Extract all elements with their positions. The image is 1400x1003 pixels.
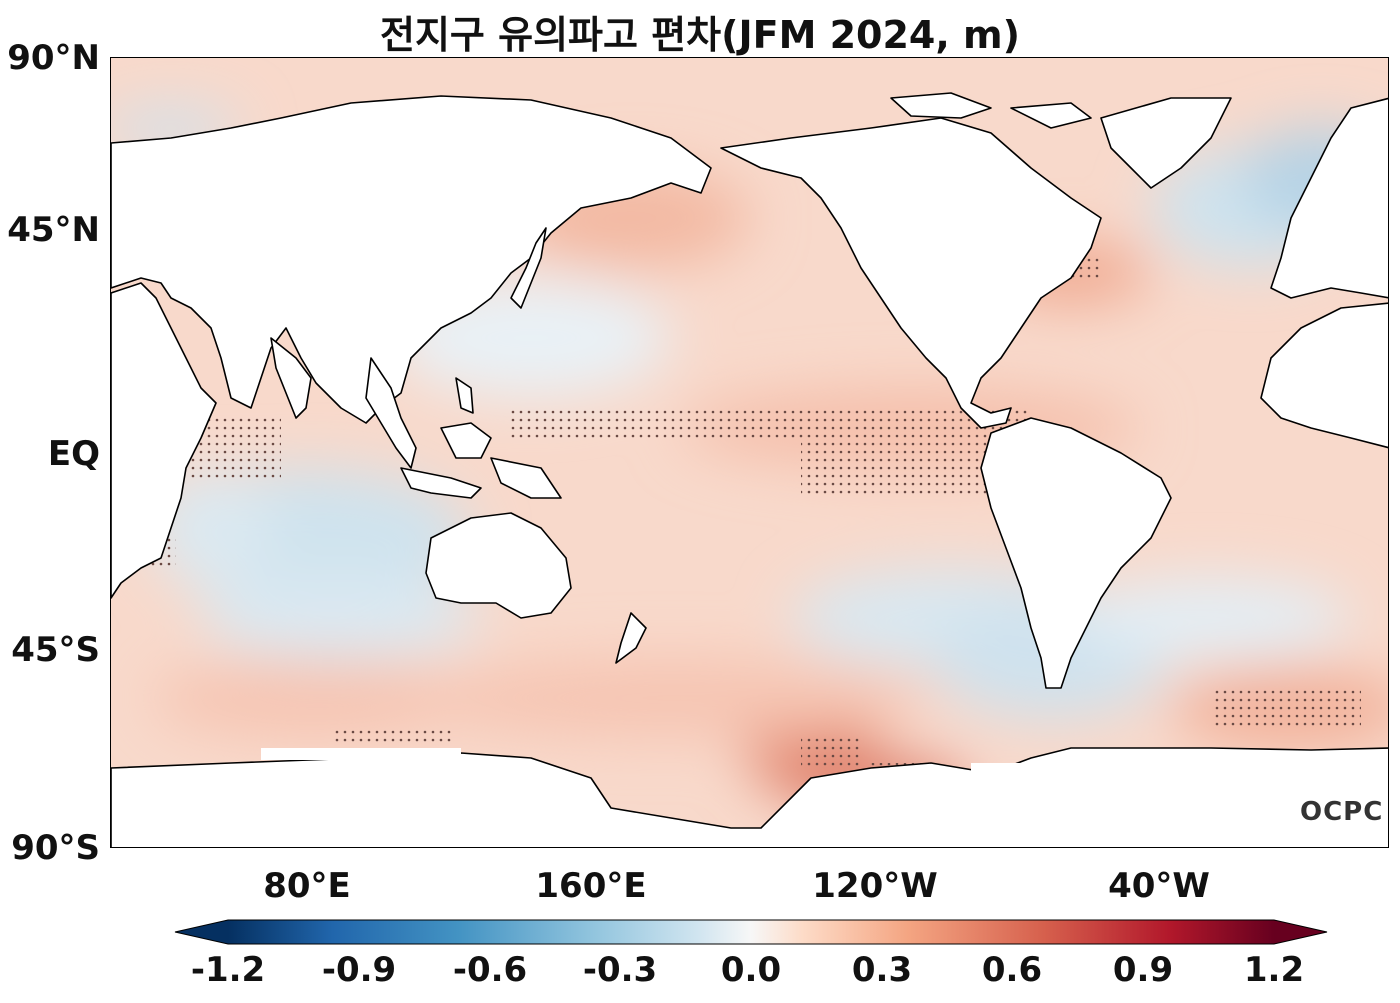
lat-label-90n: 90°N bbox=[7, 38, 100, 78]
coastlines bbox=[111, 92, 1388, 847]
colorbar-max-extend bbox=[1274, 920, 1327, 944]
significance-stippling bbox=[151, 258, 1361, 775]
lon-label-120w: 120°W bbox=[812, 866, 938, 906]
ocpc-logo: OCPC bbox=[1300, 797, 1384, 827]
colorbar-tick: 1.2 bbox=[1243, 950, 1305, 990]
colorbar-tick: -0.6 bbox=[452, 950, 528, 990]
colorbar bbox=[174, 919, 1328, 945]
colorbar-gradient bbox=[228, 920, 1274, 944]
anomaly-field bbox=[111, 108, 1388, 803]
colorbar-tick: 0.6 bbox=[981, 950, 1043, 990]
lat-label-90s: 90°S bbox=[11, 828, 100, 868]
lat-label-45n: 45°N bbox=[7, 210, 100, 250]
colorbar-tick: 0.0 bbox=[720, 950, 782, 990]
lon-label-80e: 80°E bbox=[263, 866, 351, 906]
lat-label-45s: 45°S bbox=[11, 630, 100, 670]
anomaly-map bbox=[111, 58, 1388, 847]
colorbar-tick: -0.3 bbox=[582, 950, 658, 990]
colorbar-tick: 0.3 bbox=[851, 950, 913, 990]
map-title: 전지구 유의파고 편차(JFM 2024, m) bbox=[380, 13, 1020, 57]
colorbar-min-extend bbox=[175, 920, 228, 944]
colorbar-tick: -0.9 bbox=[321, 950, 397, 990]
map-panel bbox=[110, 57, 1389, 848]
lat-label-eq: EQ bbox=[47, 434, 100, 474]
lon-label-40w: 40°W bbox=[1108, 866, 1210, 906]
lon-label-160e: 160°E bbox=[535, 866, 647, 906]
colorbar-tick: 0.9 bbox=[1112, 950, 1174, 990]
colorbar-tick: -1.2 bbox=[190, 950, 266, 990]
